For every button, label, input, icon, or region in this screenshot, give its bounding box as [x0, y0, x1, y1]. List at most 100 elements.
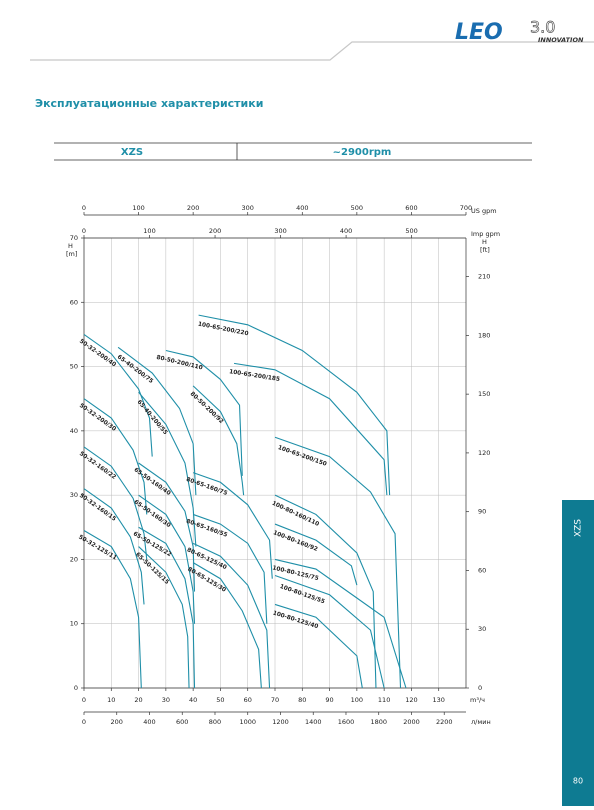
y2-tick-label: 90: [478, 508, 486, 516]
x-tick-label: 1400: [305, 718, 322, 726]
curve-label: 80-50-200/92: [189, 391, 225, 425]
x-tick-label: 1800: [370, 718, 387, 726]
pump-curve: [274, 494, 377, 689]
x-tick-label: 2200: [436, 718, 453, 726]
page-number: 80: [573, 777, 583, 786]
pump-curve: [117, 346, 197, 496]
pump-curve: [192, 513, 268, 624]
x-tick-label: 0: [82, 227, 86, 235]
y2-tick-label: 180: [478, 331, 490, 339]
pump-curve: [192, 542, 271, 689]
y2-axis-label: H: [482, 238, 487, 246]
x-tick-label: 1000: [239, 718, 256, 726]
pump-curve: [138, 546, 190, 689]
curve-label: 100-80-125/40: [272, 610, 319, 630]
y-tick-label: 60: [70, 298, 78, 306]
y-tick-label: 0: [74, 684, 78, 692]
brand: LEO: [455, 20, 503, 45]
pump-curve: [83, 398, 148, 515]
x-tick-label: 50: [216, 696, 224, 704]
pump-curve: [274, 523, 358, 586]
pump-curve: [192, 385, 245, 496]
y-tick-label: 40: [70, 427, 78, 435]
axis-label: л/мин: [471, 718, 491, 726]
curve-label: 65-50-125/15: [134, 552, 170, 586]
x-tick-label: 130: [433, 696, 445, 704]
x-tick-label: 70: [271, 696, 279, 704]
x-tick-label: 200: [187, 204, 199, 212]
curve-label: 80-65-160/55: [185, 519, 228, 539]
x-tick-label: 10: [107, 696, 115, 704]
x-tick-label: 60: [244, 696, 252, 704]
pump-curve: [138, 391, 197, 547]
pump-curve: [138, 462, 196, 592]
x-tick-label: 1200: [272, 718, 289, 726]
x-tick-label: 100: [132, 204, 144, 212]
x-tick-label: 800: [209, 718, 221, 726]
x-tick-label: 200: [209, 227, 221, 235]
y-tick-label: 70: [70, 234, 78, 242]
x-tick-label: 90: [325, 696, 333, 704]
curve-label: 100-80-160/92: [272, 530, 318, 553]
x-axis-label: m³/ч: [470, 696, 485, 704]
chart: 0 10 20 30 40 50 60 70 80 90 100 110 120 130 0 10 20 30 40…: [66, 204, 500, 726]
tagline: INNOVATION: [538, 36, 584, 44]
x-tick-label: 80: [298, 696, 306, 704]
side-tab-label: XZS: [574, 519, 584, 537]
version: 3.0: [530, 18, 555, 37]
pump-curve: [274, 436, 402, 689]
x-tick-label: 40: [189, 696, 197, 704]
table-cell: XZS: [121, 147, 143, 158]
y-axis-unit: [m]: [66, 250, 77, 258]
axis-label: US gpm: [471, 207, 497, 215]
y-tick-label: 20: [70, 555, 78, 563]
x-tick-label: 500: [351, 204, 363, 212]
pump-curve: [83, 333, 153, 457]
pump-curve: [138, 494, 196, 624]
x-tick-label: 200: [111, 718, 123, 726]
x-tick-label: 300: [242, 204, 254, 212]
curve-label: 100-65-200/185: [229, 369, 281, 383]
x-tick-label: 0: [82, 696, 86, 704]
y-axis-label: H: [68, 242, 73, 250]
y2-tick-label: 0: [478, 684, 482, 692]
pump-curve: [83, 446, 148, 560]
x-tick-label: 400: [340, 227, 352, 235]
page-title: Эксплуатационные характеристики: [35, 97, 263, 110]
x-tick-label: 100: [143, 227, 155, 235]
x-tick-label: 300: [274, 227, 286, 235]
side-tab: [562, 500, 594, 806]
y-tick-label: 50: [70, 363, 78, 371]
y2-tick-label: 60: [478, 566, 486, 574]
y-tick-label: 30: [70, 491, 78, 499]
y2-tick-label: 30: [478, 625, 486, 633]
x-tick-label: 600: [176, 718, 188, 726]
pump-curve: [198, 314, 391, 496]
x-tick-label: 500: [405, 227, 417, 235]
x-tick-label: 0: [82, 718, 86, 726]
pump-curve: [192, 472, 273, 579]
y2-axis-unit: [ft]: [480, 246, 490, 254]
pump-curve: [83, 530, 142, 689]
pump-curve: [165, 349, 243, 476]
x-tick-label: 1600: [338, 718, 355, 726]
table-cell: ~2900rpm: [333, 147, 392, 158]
pump-curve: [138, 526, 196, 689]
y2-tick-label: 210: [478, 273, 490, 281]
y-tick-label: 10: [70, 620, 78, 628]
y2-tick-label: 150: [478, 390, 490, 398]
pump-curve: [274, 574, 385, 689]
pump-curve: [274, 558, 407, 689]
pump-curve: [83, 488, 145, 605]
axis-label: Imp gpm: [471, 230, 500, 238]
x-tick-label: 0: [82, 204, 86, 212]
pump-curve: [274, 603, 363, 689]
header-swoosh: [30, 41, 594, 61]
pump-curve: [233, 362, 388, 496]
x-tick-label: 100: [351, 696, 363, 704]
x-tick-label: 600: [405, 204, 417, 212]
curve-label: 80-65-160/75: [185, 477, 228, 497]
curve-label: 65-40-200/55: [136, 399, 169, 436]
x-tick-label: 700: [460, 204, 472, 212]
